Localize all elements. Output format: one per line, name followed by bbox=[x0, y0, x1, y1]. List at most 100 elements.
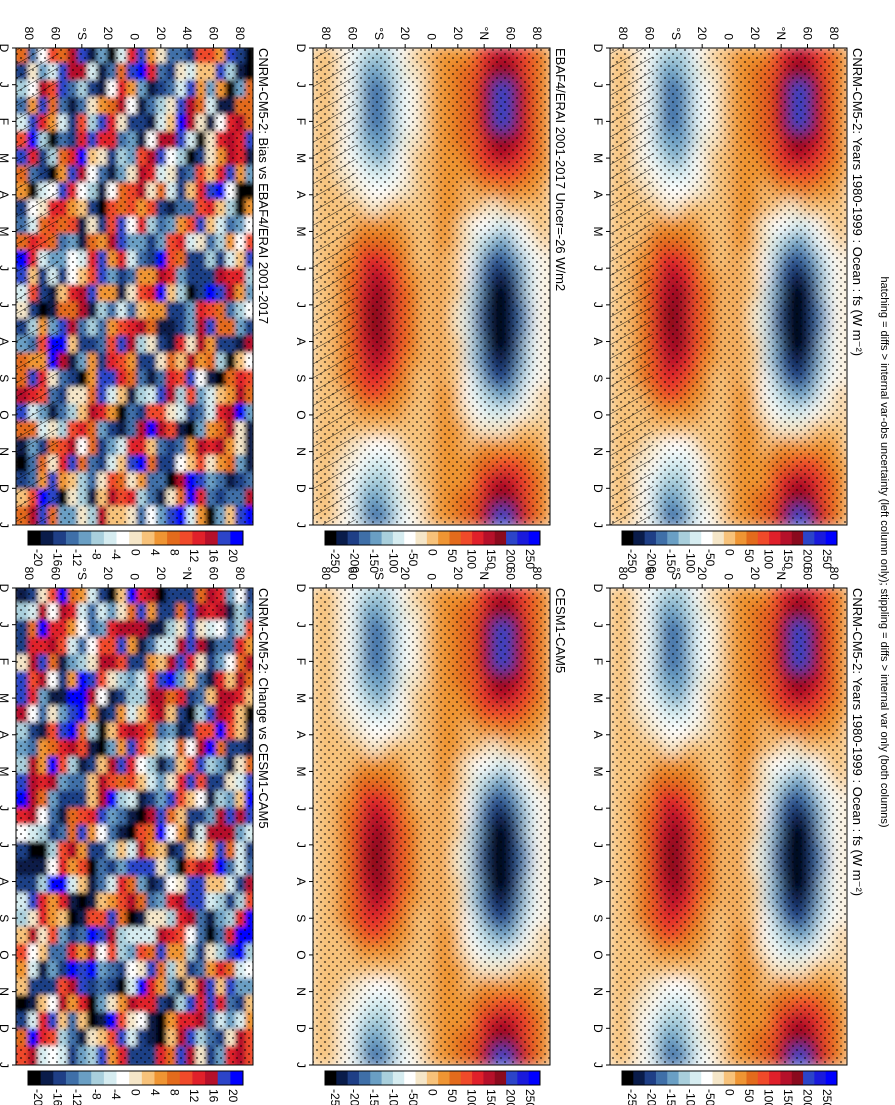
month-label: J bbox=[591, 82, 605, 88]
colorbar-swatch bbox=[528, 531, 540, 545]
colorbar-swatch bbox=[779, 531, 792, 545]
colorbar-label: 100 bbox=[465, 1089, 479, 1105]
month-label: D bbox=[294, 44, 308, 53]
month-label: F bbox=[294, 118, 308, 125]
colorbar-frame bbox=[27, 1070, 244, 1086]
colorbar-swatch bbox=[768, 1071, 781, 1085]
colorbar-swatch bbox=[757, 1071, 770, 1085]
month-label: F bbox=[0, 658, 11, 665]
colorbar-swatch bbox=[644, 531, 656, 545]
colorbar-swatch bbox=[632, 531, 645, 545]
colorbar-swatch bbox=[116, 531, 130, 545]
colorbar-label: 150 bbox=[781, 549, 795, 569]
colorbar-swatch bbox=[179, 531, 193, 545]
colorbar-swatch bbox=[460, 1071, 473, 1085]
month-label: O bbox=[591, 410, 605, 419]
colorbar-label: 16 bbox=[207, 1089, 221, 1103]
colorbar-swatch bbox=[471, 531, 484, 545]
colorbar-swatch bbox=[666, 1071, 679, 1085]
month-label: S bbox=[0, 374, 11, 382]
lat-label: 60 bbox=[801, 27, 815, 41]
lat-label: °S bbox=[75, 567, 89, 580]
panel-title: CNRM-CM5-2: Bias vs EBAF4/ERAI 2001-2017 bbox=[256, 48, 271, 324]
panel-title: EBAF4/ERAI 2001-2017 Uncer=-26 W/m2 bbox=[553, 48, 568, 291]
month-label: J bbox=[294, 842, 308, 848]
month-label: J bbox=[591, 622, 605, 628]
colorbar-swatch bbox=[153, 531, 168, 545]
colorbar-swatch bbox=[116, 1071, 130, 1085]
colorbar-label: 200 bbox=[801, 1089, 815, 1105]
lat-label: 60 bbox=[643, 27, 657, 41]
lat-label: 60 bbox=[504, 27, 518, 41]
lat-label: 80 bbox=[616, 27, 630, 41]
colorbar-label: 8 bbox=[168, 1089, 182, 1096]
month-label: J bbox=[0, 302, 11, 308]
colorbar-swatch bbox=[27, 531, 41, 545]
month-label: M bbox=[0, 153, 11, 163]
month-label: J bbox=[0, 805, 11, 811]
colorbar-swatch bbox=[369, 531, 382, 545]
colorbar-label: 4 bbox=[148, 1089, 162, 1096]
colorbar-label: 0 bbox=[426, 1089, 440, 1096]
colorbar-label: 250 bbox=[820, 549, 834, 569]
colorbar-swatch bbox=[825, 1071, 837, 1085]
colorbar-label: 150 bbox=[484, 549, 498, 569]
stippling bbox=[313, 48, 550, 525]
colorbar-label: 12 bbox=[187, 549, 201, 563]
colorbar-label: -150 bbox=[367, 549, 381, 573]
colorbar-swatch bbox=[392, 1071, 405, 1085]
colorbar-swatch bbox=[166, 531, 180, 545]
lat-label: 80 bbox=[530, 567, 544, 581]
month-label: J bbox=[0, 265, 11, 271]
colorbar-label: 16 bbox=[207, 549, 221, 563]
colorbar-p5: 20 16 12 840 -4 -8 -12 -16 -20 bbox=[27, 530, 244, 567]
colorbar-swatch bbox=[655, 1071, 668, 1085]
colorbar-label: -150 bbox=[367, 1089, 381, 1105]
colorbar-swatch bbox=[768, 531, 781, 545]
colorbar-swatch bbox=[27, 1071, 41, 1085]
lat-label: 80 bbox=[827, 27, 841, 41]
month-label: A bbox=[591, 878, 605, 886]
colorbar-label: 150 bbox=[781, 1089, 795, 1105]
colorbar-swatch bbox=[779, 1071, 792, 1085]
panel-title: CNRM-CM5-2: Change vs CESM1-CAM5 bbox=[256, 588, 271, 829]
panel-title: CNRM-CM5-2: Years 1980-1999 : Ocean : fs… bbox=[850, 588, 865, 896]
colorbar-swatch bbox=[52, 531, 66, 545]
colorbar-label: 0 bbox=[723, 1089, 737, 1096]
colorbar-p3: 250 200 150 100 50 0 -50 -100 -150 -200 -250 bbox=[324, 530, 541, 573]
colorbar-swatch bbox=[813, 531, 826, 545]
month-label: J bbox=[294, 805, 308, 811]
lat-label: °S bbox=[669, 27, 683, 40]
lat-label: 80 bbox=[22, 27, 36, 41]
month-label: J bbox=[294, 265, 308, 271]
stippling bbox=[16, 588, 253, 1065]
colorbar-swatch bbox=[335, 531, 348, 545]
month-label: N bbox=[591, 987, 605, 996]
panel-p5: CNRM-CM5-2: Bias vs EBAF4/ERAI 2001-2017… bbox=[0, 27, 271, 567]
colorbar-swatch bbox=[90, 531, 104, 545]
colorbar-swatch bbox=[78, 531, 92, 545]
panel-p6: CNRM-CM5-2: Change vs CESM1-CAM5 D J F M A M J J… bbox=[0, 567, 271, 1105]
colorbar-swatch bbox=[141, 1071, 155, 1085]
month-label: D bbox=[591, 1024, 605, 1033]
lat-label: 80 bbox=[319, 27, 333, 41]
colorbar-swatch bbox=[644, 1071, 656, 1085]
colorbar-swatch bbox=[745, 531, 758, 545]
colorbar-label: 50 bbox=[445, 549, 459, 563]
colorbar-label: 20 bbox=[226, 549, 240, 563]
lat-label: 60 bbox=[643, 567, 657, 581]
colorbar-label: -100 bbox=[386, 1089, 400, 1105]
month-label: O bbox=[294, 410, 308, 419]
lat-label: °N bbox=[774, 567, 788, 580]
lat-label: 20 bbox=[748, 27, 762, 41]
month-label: D bbox=[294, 484, 308, 493]
lat-label: °S bbox=[372, 27, 386, 40]
colorbar-swatch bbox=[229, 1071, 243, 1085]
lat-label: 20 bbox=[154, 27, 168, 41]
month-label: F bbox=[0, 118, 11, 125]
hatching bbox=[312, 48, 356, 525]
colorbar-swatch bbox=[153, 1071, 168, 1085]
month-label: M bbox=[591, 226, 605, 236]
colorbar-label: -12 bbox=[70, 1089, 84, 1105]
month-label: O bbox=[591, 950, 605, 959]
